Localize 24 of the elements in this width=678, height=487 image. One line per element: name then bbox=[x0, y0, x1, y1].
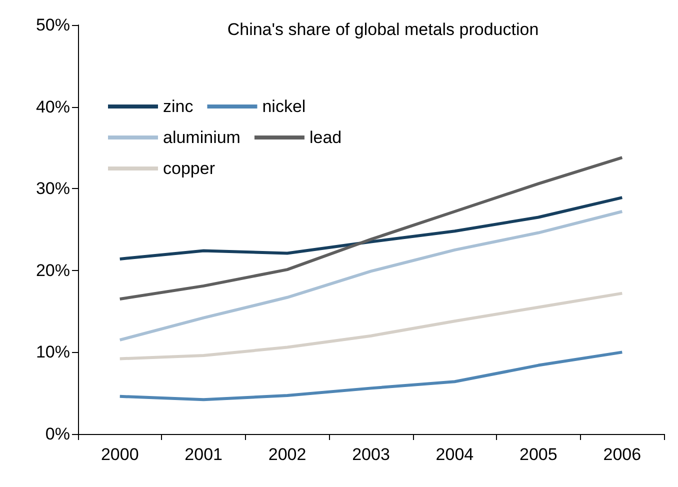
line-series bbox=[118, 196, 624, 260]
legend-label: aluminium bbox=[163, 128, 240, 147]
legend-label: zinc bbox=[163, 97, 194, 116]
y-tick-label: 40% bbox=[36, 97, 70, 116]
y-tick-label: 50% bbox=[36, 16, 70, 34]
x-tick-label: 2004 bbox=[436, 445, 474, 464]
y-tick-label: 30% bbox=[36, 179, 70, 198]
x-tick-label: 2006 bbox=[603, 445, 642, 464]
line-series bbox=[118, 210, 624, 342]
x-tick-label: 2003 bbox=[352, 445, 390, 464]
legend-label: nickel bbox=[262, 97, 306, 116]
y-tick-label: 10% bbox=[36, 342, 70, 362]
y-tick-label: 0% bbox=[45, 424, 70, 444]
chart-title: China's share of global metals production bbox=[227, 20, 539, 39]
legend-label: copper bbox=[163, 159, 216, 178]
x-tick-label: 2000 bbox=[100, 445, 139, 464]
legend-label: lead bbox=[309, 128, 342, 147]
line-series bbox=[118, 350, 624, 402]
line-series bbox=[118, 156, 624, 301]
x-tick-label: 2001 bbox=[184, 445, 222, 464]
x-tick-label: 2002 bbox=[268, 445, 306, 464]
y-tick-label: 20% bbox=[36, 260, 70, 280]
line-series bbox=[118, 292, 624, 360]
x-tick-label: 2005 bbox=[520, 445, 558, 464]
